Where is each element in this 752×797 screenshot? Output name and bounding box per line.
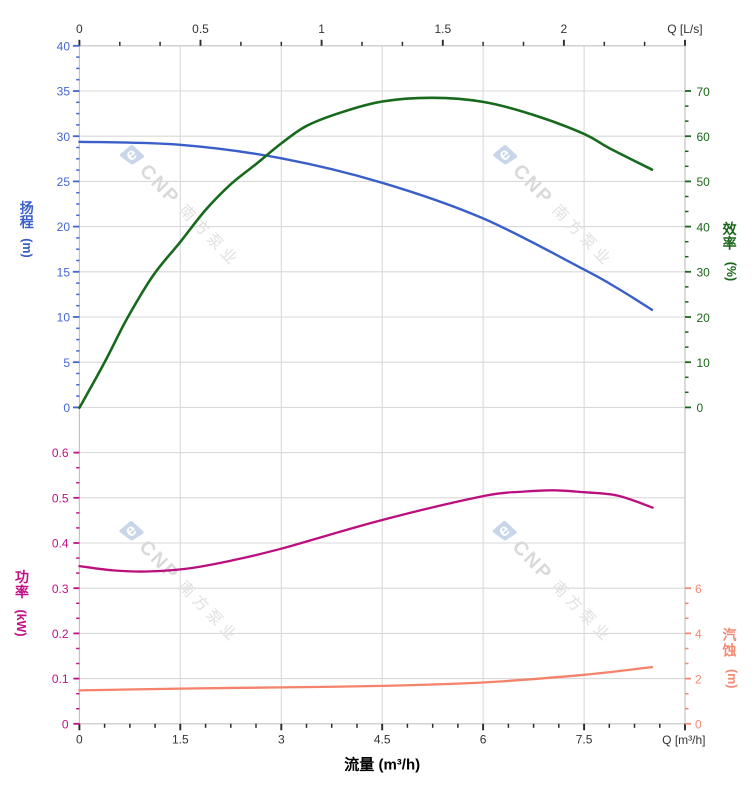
- svg-text:40: 40: [57, 39, 71, 53]
- svg-text:汽: 汽: [723, 627, 737, 643]
- svg-text:(m): (m): [20, 238, 34, 257]
- svg-text:(kW): (kW): [14, 609, 28, 636]
- svg-text:0: 0: [62, 717, 69, 731]
- svg-text:3: 3: [278, 732, 285, 746]
- svg-text:20: 20: [57, 220, 71, 234]
- svg-text:0.5: 0.5: [52, 491, 69, 505]
- svg-text:50: 50: [697, 175, 711, 189]
- svg-text:0.3: 0.3: [52, 582, 69, 596]
- svg-text:蚀: 蚀: [722, 642, 737, 658]
- svg-text:0.6: 0.6: [52, 446, 69, 460]
- svg-text:1.5: 1.5: [434, 22, 451, 36]
- svg-text:率: 率: [723, 236, 737, 252]
- svg-text:40: 40: [697, 220, 711, 234]
- svg-text:(%): (%): [724, 262, 738, 281]
- svg-text:Q [L/s]: Q [L/s]: [667, 22, 702, 36]
- svg-text:(m): (m): [725, 669, 739, 688]
- svg-text:0: 0: [695, 718, 702, 732]
- svg-text:10: 10: [57, 311, 71, 325]
- svg-text:6: 6: [695, 582, 702, 596]
- svg-text:2: 2: [561, 22, 568, 36]
- svg-text:1.5: 1.5: [172, 732, 189, 746]
- svg-text:30: 30: [697, 266, 711, 280]
- svg-text:30: 30: [57, 130, 71, 144]
- svg-text:流量 (m³/h): 流量 (m³/h): [344, 756, 420, 774]
- svg-text:1: 1: [318, 22, 325, 36]
- svg-text:70: 70: [697, 85, 711, 99]
- svg-text:7.5: 7.5: [576, 732, 593, 746]
- svg-text:效: 效: [723, 221, 738, 237]
- svg-text:0: 0: [76, 732, 83, 746]
- svg-text:2: 2: [695, 672, 702, 686]
- svg-text:Q [m³/h]: Q [m³/h]: [662, 733, 705, 747]
- svg-text:60: 60: [697, 130, 711, 144]
- svg-text:0.2: 0.2: [52, 627, 69, 641]
- svg-text:35: 35: [57, 85, 71, 99]
- svg-text:程: 程: [20, 214, 34, 230]
- svg-text:0: 0: [63, 401, 70, 415]
- svg-text:15: 15: [57, 265, 71, 279]
- svg-text:0.1: 0.1: [52, 672, 69, 686]
- svg-text:6: 6: [480, 732, 487, 746]
- svg-text:4: 4: [695, 627, 702, 641]
- svg-text:率: 率: [15, 584, 29, 600]
- svg-text:0.4: 0.4: [52, 537, 69, 551]
- svg-text:0: 0: [76, 22, 83, 36]
- svg-text:25: 25: [57, 175, 71, 189]
- svg-text:4.5: 4.5: [374, 732, 391, 746]
- svg-text:10: 10: [697, 356, 711, 370]
- svg-text:0: 0: [697, 401, 704, 415]
- svg-text:功: 功: [15, 569, 29, 585]
- svg-text:0.5: 0.5: [192, 22, 209, 36]
- svg-text:20: 20: [697, 311, 711, 325]
- svg-text:5: 5: [63, 356, 70, 370]
- svg-text:扬: 扬: [20, 200, 34, 216]
